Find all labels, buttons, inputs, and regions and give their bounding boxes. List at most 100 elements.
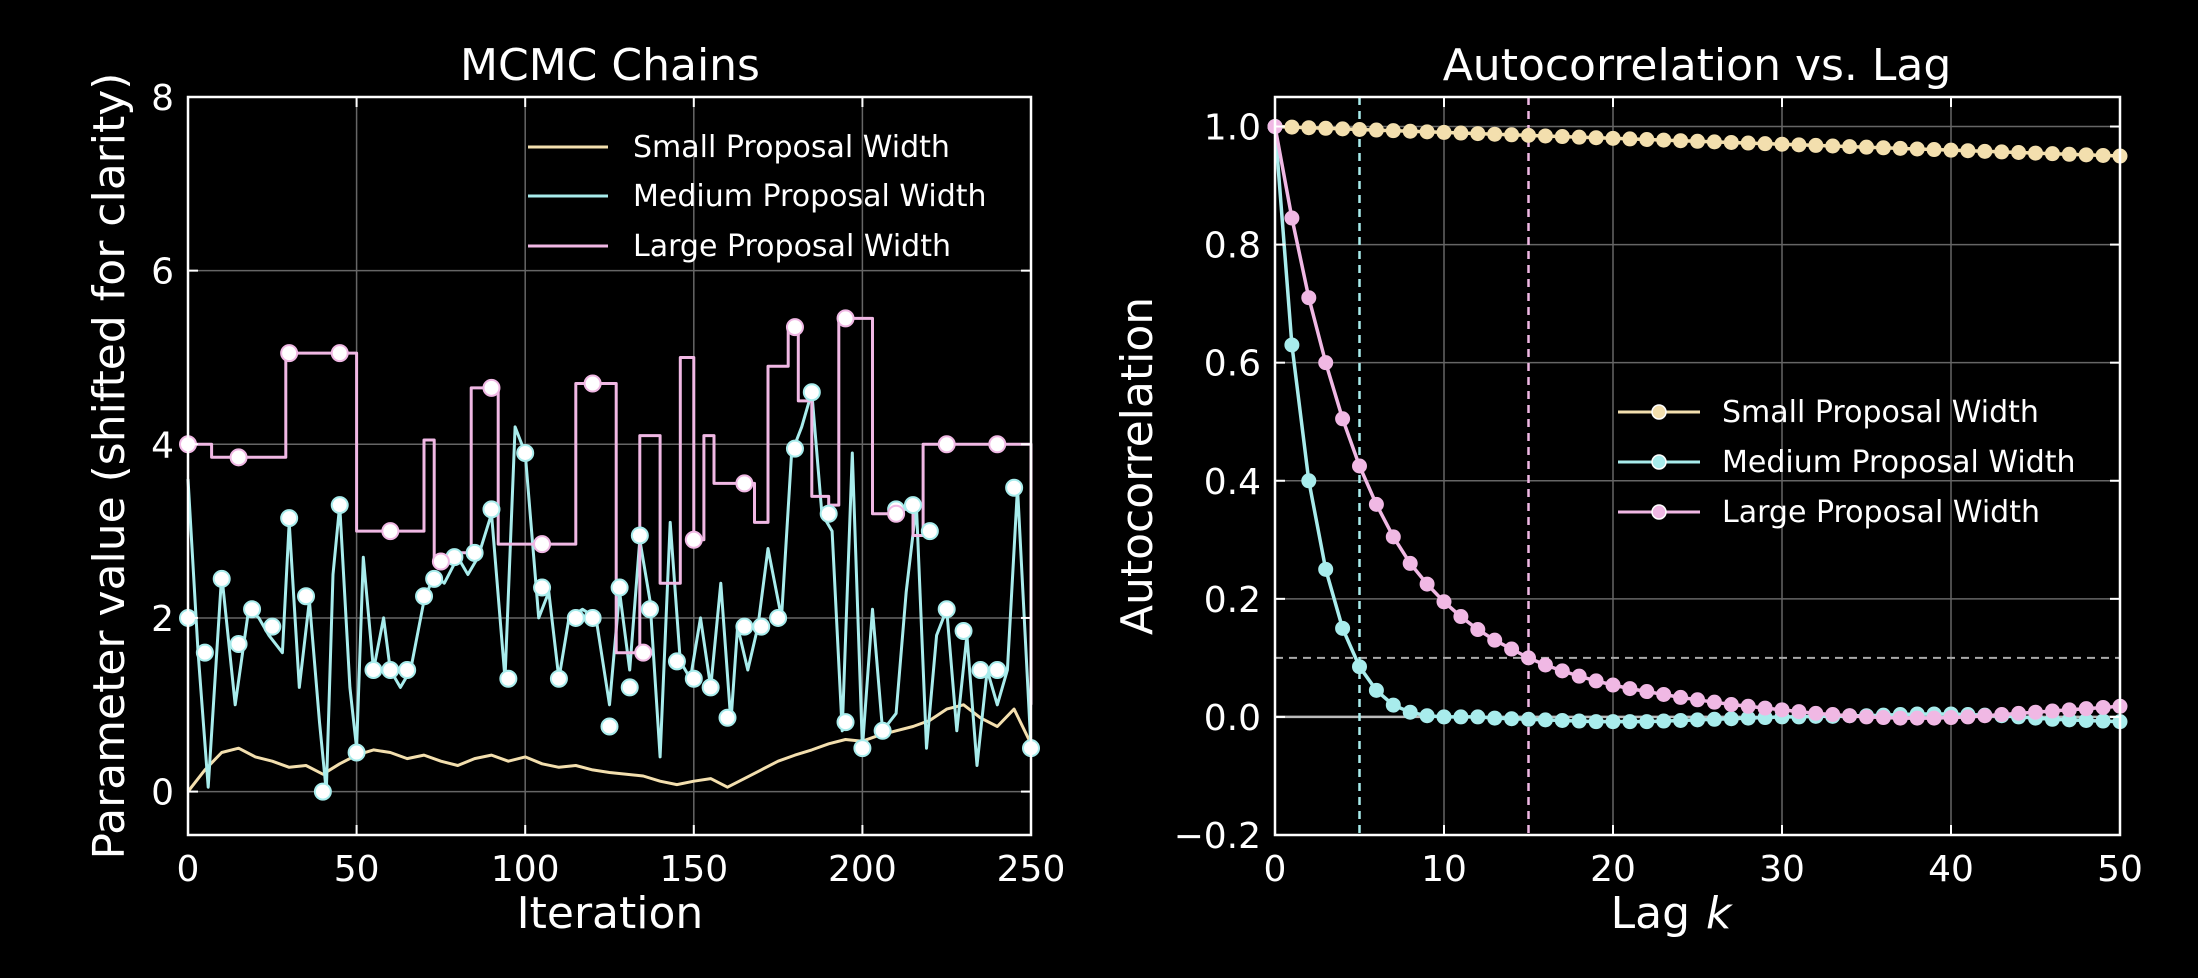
point-small bbox=[1892, 140, 1908, 156]
point-small bbox=[2078, 147, 2094, 163]
marker-large bbox=[533, 535, 552, 554]
point-small bbox=[1842, 139, 1858, 155]
legend-label-medium: Medium Proposal Width bbox=[633, 179, 987, 214]
point-large bbox=[1605, 677, 1621, 693]
point-large bbox=[1926, 710, 1942, 726]
marker-medium bbox=[684, 669, 703, 688]
point-small bbox=[2044, 146, 2060, 162]
y-tick-label: 0.6 bbox=[1204, 344, 1261, 385]
x-tick-label: 50 bbox=[334, 849, 380, 890]
plot-frame bbox=[1273, 95, 2122, 837]
point-small bbox=[1554, 129, 1570, 145]
point-small bbox=[1419, 124, 1435, 140]
point-large bbox=[1402, 555, 1418, 571]
x-tick-label: 100 bbox=[491, 849, 560, 890]
point-medium bbox=[1673, 712, 1689, 728]
point-large bbox=[1943, 710, 1959, 726]
point-medium bbox=[1284, 337, 1300, 353]
point-medium bbox=[1554, 712, 1570, 728]
legend-label-small: Small Proposal Width bbox=[633, 130, 950, 165]
marker-medium bbox=[465, 543, 484, 562]
ticks: 0 50 100 150 200 250 0 2 4 6 8 bbox=[151, 78, 1065, 890]
marker-medium bbox=[381, 661, 400, 680]
point-small bbox=[1994, 144, 2010, 160]
marker-large bbox=[988, 435, 1007, 454]
x-tick-label: 10 bbox=[1421, 849, 1467, 890]
y-tick-label: 0.4 bbox=[1204, 462, 1261, 503]
point-large bbox=[1487, 632, 1503, 648]
point-large bbox=[2028, 704, 2043, 720]
point-large bbox=[1419, 576, 1435, 592]
marker-medium bbox=[398, 661, 417, 680]
marker-medium bbox=[263, 617, 282, 636]
point-medium bbox=[1571, 713, 1587, 729]
x-tick-label: 250 bbox=[997, 849, 1066, 890]
point-large bbox=[1740, 698, 1756, 714]
y-tick-label: 0.8 bbox=[1204, 226, 1261, 267]
point-medium bbox=[1335, 620, 1351, 636]
point-small bbox=[1504, 127, 1520, 143]
marker-large bbox=[431, 552, 450, 571]
point-small bbox=[1639, 132, 1655, 148]
point-medium bbox=[1504, 711, 1520, 727]
marker-medium bbox=[415, 587, 434, 606]
series-layer bbox=[1267, 119, 2128, 730]
point-small bbox=[1453, 125, 1469, 141]
point-small bbox=[1706, 134, 1722, 150]
x-tick-label: 30 bbox=[1759, 849, 1805, 890]
point-large bbox=[1335, 411, 1351, 427]
point-medium bbox=[1706, 711, 1722, 727]
legend: Small Proposal Width Medium Proposal Wid… bbox=[528, 130, 987, 264]
series-layer bbox=[179, 309, 1040, 801]
marker-medium bbox=[482, 500, 501, 519]
point-medium bbox=[1402, 704, 1418, 720]
marker-medium bbox=[819, 504, 838, 523]
marker-medium bbox=[903, 496, 922, 515]
point-large bbox=[1825, 707, 1841, 723]
marker-medium bbox=[229, 634, 248, 653]
point-large bbox=[1842, 708, 1858, 724]
point-medium bbox=[1368, 682, 1384, 698]
point-large bbox=[1690, 692, 1705, 708]
point-small bbox=[1774, 136, 1790, 152]
point-medium bbox=[1690, 712, 1705, 728]
point-small bbox=[1402, 123, 1418, 139]
autocorrelation-panel: 0 10 20 30 40 50 −0.2 0.0 0.2 0.4 0.6 0.8 1.0 Autoco… bbox=[1112, 40, 2143, 939]
point-large bbox=[1385, 529, 1401, 545]
point-large bbox=[1521, 650, 1536, 666]
point-medium bbox=[1385, 697, 1401, 713]
point-small bbox=[1470, 126, 1486, 142]
point-small bbox=[1605, 130, 1621, 146]
point-small bbox=[1757, 136, 1773, 152]
point-large bbox=[1453, 609, 1469, 625]
marker-medium bbox=[954, 621, 973, 640]
point-large bbox=[1960, 709, 1976, 725]
y-axis-label: Autocorrelation bbox=[1112, 297, 1163, 635]
x-tick-label: 200 bbox=[828, 849, 897, 890]
marker-medium bbox=[718, 708, 737, 727]
point-large bbox=[2044, 703, 2060, 719]
point-large bbox=[1571, 668, 1587, 684]
marker-medium bbox=[752, 617, 771, 636]
point-medium bbox=[1487, 710, 1503, 726]
point-small bbox=[1740, 135, 1756, 151]
marker-medium bbox=[212, 569, 231, 588]
marker-medium bbox=[701, 678, 720, 697]
point-small bbox=[1825, 138, 1841, 154]
marker-medium bbox=[549, 669, 568, 688]
marker-medium bbox=[600, 717, 619, 736]
point-small bbox=[1808, 137, 1824, 153]
point-medium bbox=[1605, 714, 1621, 730]
chart-title: MCMC Chains bbox=[460, 40, 760, 91]
y-tick-label: 0.0 bbox=[1204, 698, 1261, 739]
marker-medium bbox=[667, 652, 686, 671]
y-tick-label: 8 bbox=[151, 78, 174, 119]
y-tick-label: 6 bbox=[151, 252, 174, 293]
point-medium bbox=[1436, 709, 1452, 725]
marker-medium bbox=[425, 569, 444, 588]
point-medium bbox=[1318, 561, 1334, 577]
point-small bbox=[2028, 145, 2043, 161]
point-small bbox=[1622, 131, 1638, 147]
marker-medium bbox=[988, 661, 1007, 680]
legend-marker-large bbox=[1651, 504, 1667, 520]
